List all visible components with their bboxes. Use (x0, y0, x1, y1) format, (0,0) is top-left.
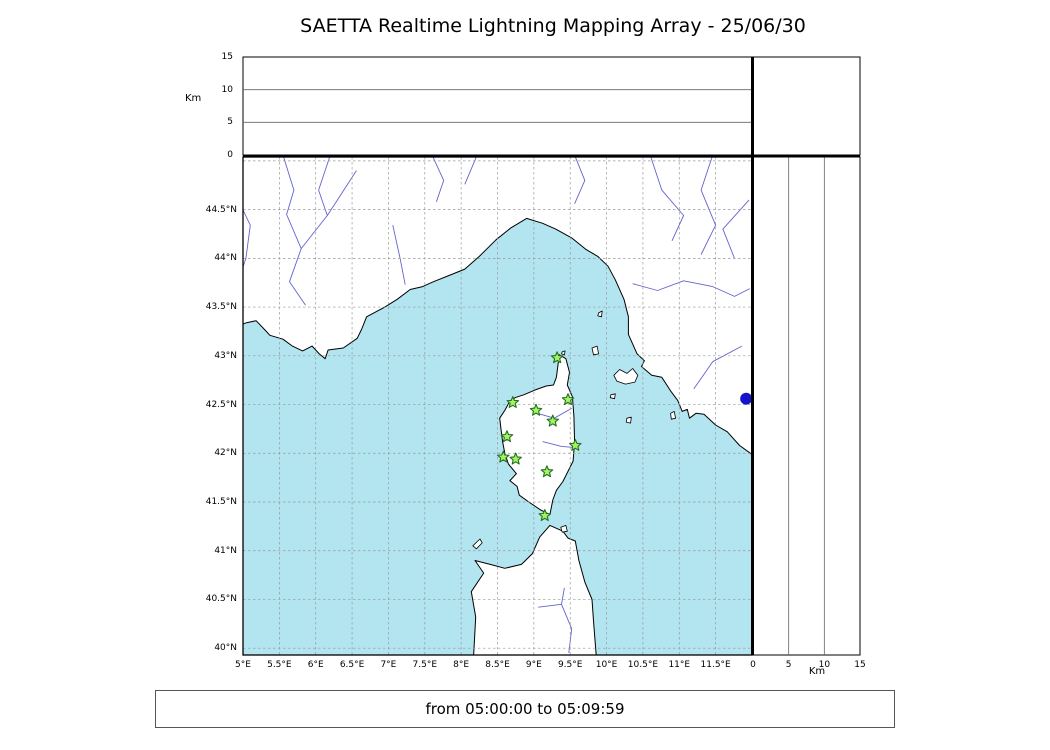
coastline-corsica (499, 354, 576, 516)
lon-tick-label: 11.5°E (700, 660, 731, 670)
river (574, 157, 586, 204)
lat-tick-label: 42°N (214, 448, 237, 459)
station-marker (500, 430, 514, 443)
island (561, 350, 566, 356)
lat-tick-label: 43°N (214, 350, 237, 361)
event-dot (740, 392, 752, 405)
island (609, 393, 616, 400)
km-axis-label-top: Km (185, 93, 202, 104)
station-marker (497, 450, 510, 463)
station-marker (540, 465, 554, 478)
station-marker (538, 509, 552, 522)
lat-tick-label: 42.5°N (205, 399, 237, 410)
river (632, 280, 751, 297)
island (591, 345, 599, 356)
lon-tick-label: 10°E (595, 660, 618, 670)
map-panel (243, 157, 752, 655)
river (464, 157, 477, 185)
time-window-text: from 05:00:00 to 05:09:59 (425, 700, 625, 718)
river (542, 441, 574, 448)
altitude-histogram-panel (752, 56, 861, 156)
altitude-lon-panel (242, 56, 753, 156)
km-tick-label-right: 10 (818, 660, 831, 670)
lon-tick-label: 8.5°E (485, 660, 510, 670)
lon-tick-label: 10.5°E (627, 660, 659, 670)
time-window-box: from 05:00:00 to 05:09:59 (155, 690, 895, 728)
station-marker (509, 452, 522, 465)
lat-tick-label: 41°N (214, 545, 237, 556)
km-axis-label-bottom: Km (808, 666, 826, 677)
lat-tick-label: 44.5°N (205, 204, 237, 215)
lat-tick-label: 40.5°N (205, 594, 237, 605)
island (613, 368, 639, 385)
lon-tick-label: 7.5°E (412, 660, 438, 670)
km-tick-label-right: 0 (750, 660, 756, 670)
island (560, 525, 568, 533)
lon-tick-label: 5.5°E (267, 660, 292, 670)
island (625, 416, 632, 424)
island (670, 410, 676, 420)
river (650, 157, 685, 241)
coastline-mainland (243, 157, 752, 456)
station-marker (561, 393, 575, 406)
km-tick-label-top: 15 (221, 52, 233, 62)
figure-title: SAETTA Realtime Lightning Mapping Array … (300, 15, 806, 37)
lon-tick-label: 9.5°E (557, 660, 583, 670)
lat-tick-label: 44°N (214, 253, 237, 264)
lon-tick-label: 8°E (453, 660, 470, 670)
lon-tick-label: 7°E (380, 660, 397, 670)
river (300, 157, 331, 249)
coastline-sardinia (470, 524, 597, 655)
river (561, 587, 573, 654)
river (693, 345, 743, 390)
station-marker (569, 438, 582, 451)
island (472, 538, 483, 550)
km-tick-label-top: 10 (221, 84, 233, 95)
km-tick-label-top: 5 (227, 117, 233, 128)
station-marker (546, 414, 560, 427)
km-tick-label-right: 15 (854, 660, 866, 670)
lat-tick-label: 43.5°N (205, 302, 237, 313)
lon-tick-label: 6°E (307, 660, 324, 670)
station-marker (550, 351, 564, 364)
lon-tick-label: 9°E (525, 660, 542, 670)
river (432, 157, 445, 202)
station-marker (506, 396, 520, 408)
station-marker (529, 403, 543, 416)
lat-tick-label: 40°N (214, 643, 237, 654)
lon-tick-label: 6.5°E (339, 660, 365, 670)
lon-tick-label: 5°E (235, 660, 251, 670)
lat-tick-label: 41.5°N (205, 496, 237, 507)
island (597, 310, 603, 318)
river (283, 157, 306, 306)
river (700, 157, 717, 255)
river (538, 603, 562, 608)
river (243, 208, 251, 269)
lon-tick-label: 11°E (668, 660, 691, 670)
km-tick-label-top: 0 (227, 150, 233, 160)
river (326, 170, 357, 216)
km-tick-label-right: 5 (785, 660, 792, 670)
